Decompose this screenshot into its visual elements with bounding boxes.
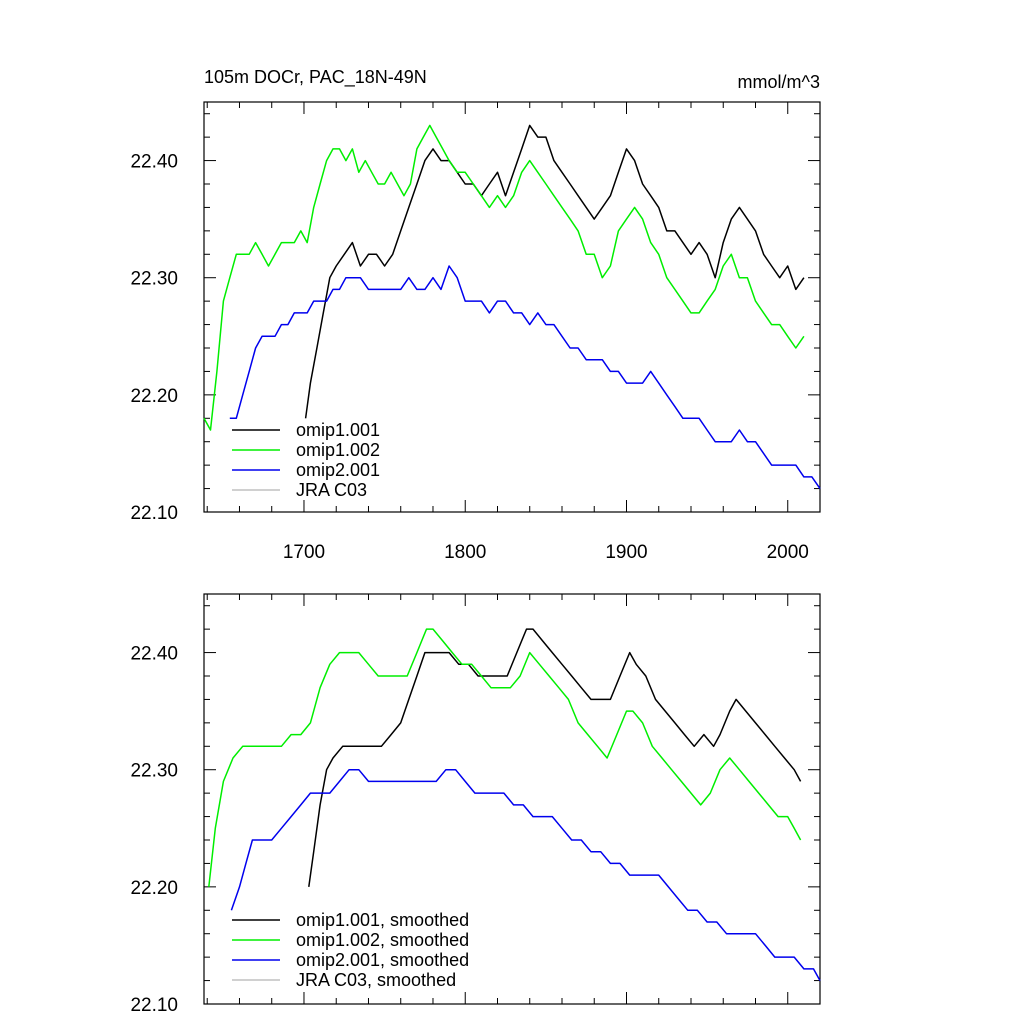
x-tick-label: 2000	[767, 542, 809, 563]
x-tick-labels: 1700 1800 1900 2000	[283, 542, 809, 563]
y-tick-labels: 22.10 22.20 22.30 22.40	[130, 644, 178, 1016]
legend-label: JRA C03	[296, 480, 367, 500]
legend-label: omip1.001, smoothed	[296, 910, 469, 930]
y-tick-labels: 22.10 22.20 22.30 22.40	[130, 152, 178, 524]
legend-label: omip1.001	[296, 420, 380, 440]
plot-frame	[203, 101, 821, 513]
legend-label: JRA C03, smoothed	[296, 970, 456, 990]
series-line	[308, 628, 802, 888]
legend-label: omip1.002	[296, 440, 380, 460]
chart-units: mmol/m^3	[738, 72, 820, 92]
x-tick-label: 1900	[605, 542, 647, 563]
y-tick-label: 22.20	[130, 386, 178, 407]
legend-label: omip2.001	[296, 460, 380, 480]
y-tick-label: 22.10	[130, 995, 178, 1016]
y-tick-label: 22.20	[130, 878, 178, 899]
y-tick-label: 22.40	[130, 152, 178, 173]
y-tick-label: 22.30	[130, 761, 178, 782]
y-tick-label: 22.30	[130, 269, 178, 290]
series-lines	[208, 628, 821, 981]
y-tick-label: 22.10	[130, 503, 178, 524]
bottom-panel: 22.10 22.20 22.30 22.40 omip1.001, smoothed…	[130, 593, 821, 1016]
x-tick-label: 1700	[283, 542, 325, 563]
series-line	[203, 124, 805, 431]
series-line	[208, 628, 802, 887]
y-tick-label: 22.40	[130, 644, 178, 665]
legend-label: omip2.001, smoothed	[296, 950, 469, 970]
legend-label: omip1.002, smoothed	[296, 930, 469, 950]
series-lines	[203, 124, 821, 490]
series-line	[229, 265, 821, 490]
chart-title: 105m DOCr, PAC_18N-49N	[204, 67, 427, 88]
tick-marks	[204, 102, 821, 513]
tick-marks	[204, 594, 821, 1005]
series-line	[304, 124, 805, 419]
x-tick-label: 1800	[444, 542, 486, 563]
plot-frame	[203, 593, 821, 1005]
series-line	[230, 768, 821, 981]
top-panel: 105m DOCr, PAC_18N-49N mmol/m^3 22.1022.…	[130, 67, 821, 563]
